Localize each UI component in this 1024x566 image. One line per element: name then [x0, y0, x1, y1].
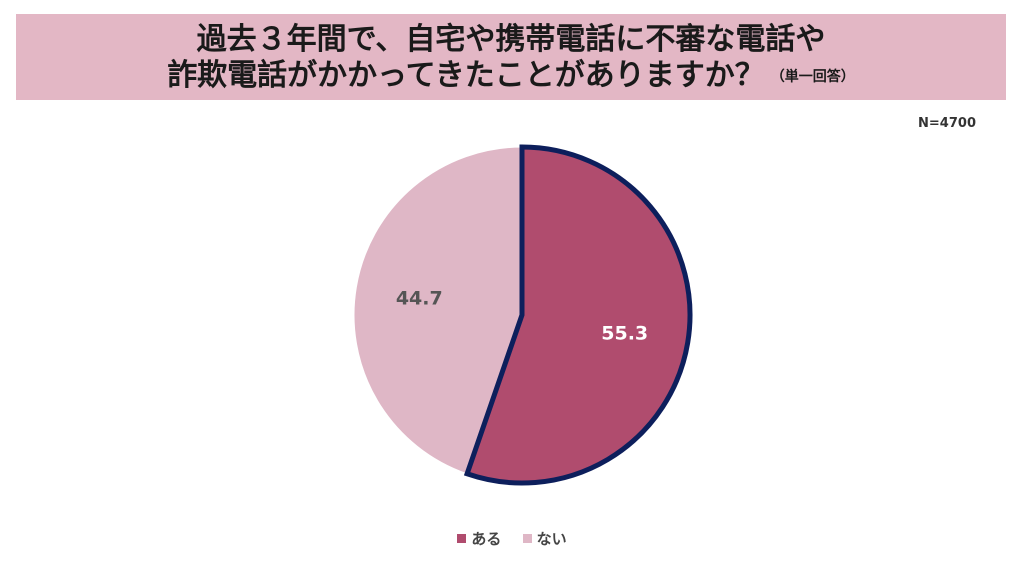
chart-title-line-1: 過去３年間で、自宅や携帯電話に不審な電話や — [196, 22, 826, 57]
chart-legend: ある ない — [0, 528, 1024, 549]
legend-item-nai: ない — [522, 528, 567, 549]
answer-type-note: （単一回答） — [770, 69, 855, 85]
legend-item-aru: ある — [457, 528, 501, 549]
pie-labels: 55.3 44.7 — [396, 288, 648, 345]
pie-slices — [353, 144, 693, 486]
legend-label-aru: ある — [471, 530, 502, 548]
pie-value-label-nai: 44.7 — [396, 288, 443, 310]
title-banner: 過去３年間で、自宅や携帯電話に不審な電話や 詐欺電話がかかってきたことがあります… — [16, 14, 1006, 100]
sample-size-label: N=4700 — [918, 116, 976, 131]
chart-title-line-2-text: 詐欺電話がかかってきたことがありますか？ — [167, 58, 765, 93]
pie-value-label-aru: 55.3 — [601, 322, 648, 344]
pie-slice-aru — [463, 144, 693, 486]
legend-label-nai: ない — [536, 530, 567, 548]
legend-swatch-aru — [457, 534, 467, 543]
pie-slice-nai — [353, 146, 523, 475]
legend-swatch-nai — [522, 534, 532, 543]
chart-title-line-2: 詐欺電話がかかってきたことがありますか？ （単一回答） — [16, 58, 1006, 95]
